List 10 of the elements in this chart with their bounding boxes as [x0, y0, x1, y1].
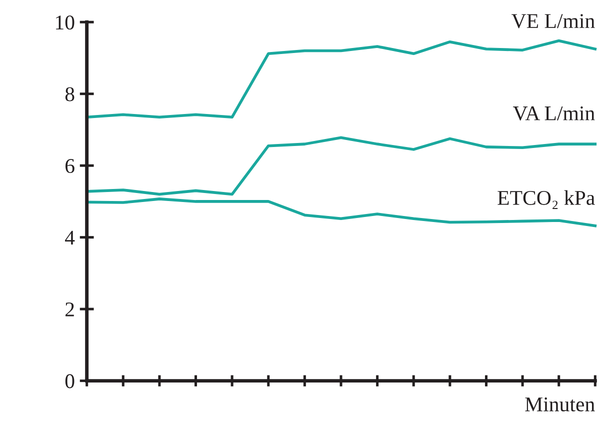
- y-tick-label: 10: [56, 15, 74, 30]
- y-tick-label: 0: [65, 374, 74, 388]
- y-tick-label: 6: [66, 159, 74, 174]
- x-axis-title: Minuten: [525, 397, 595, 412]
- y-tick-label: 4: [65, 230, 75, 245]
- series-label: VA L/min: [513, 106, 595, 120]
- y-tick-label: 8: [65, 87, 74, 102]
- series-label: VE L/min: [511, 14, 595, 28]
- series-label: ETCO₂ kPa: [498, 190, 595, 209]
- y-tick-label: 2: [66, 302, 74, 316]
